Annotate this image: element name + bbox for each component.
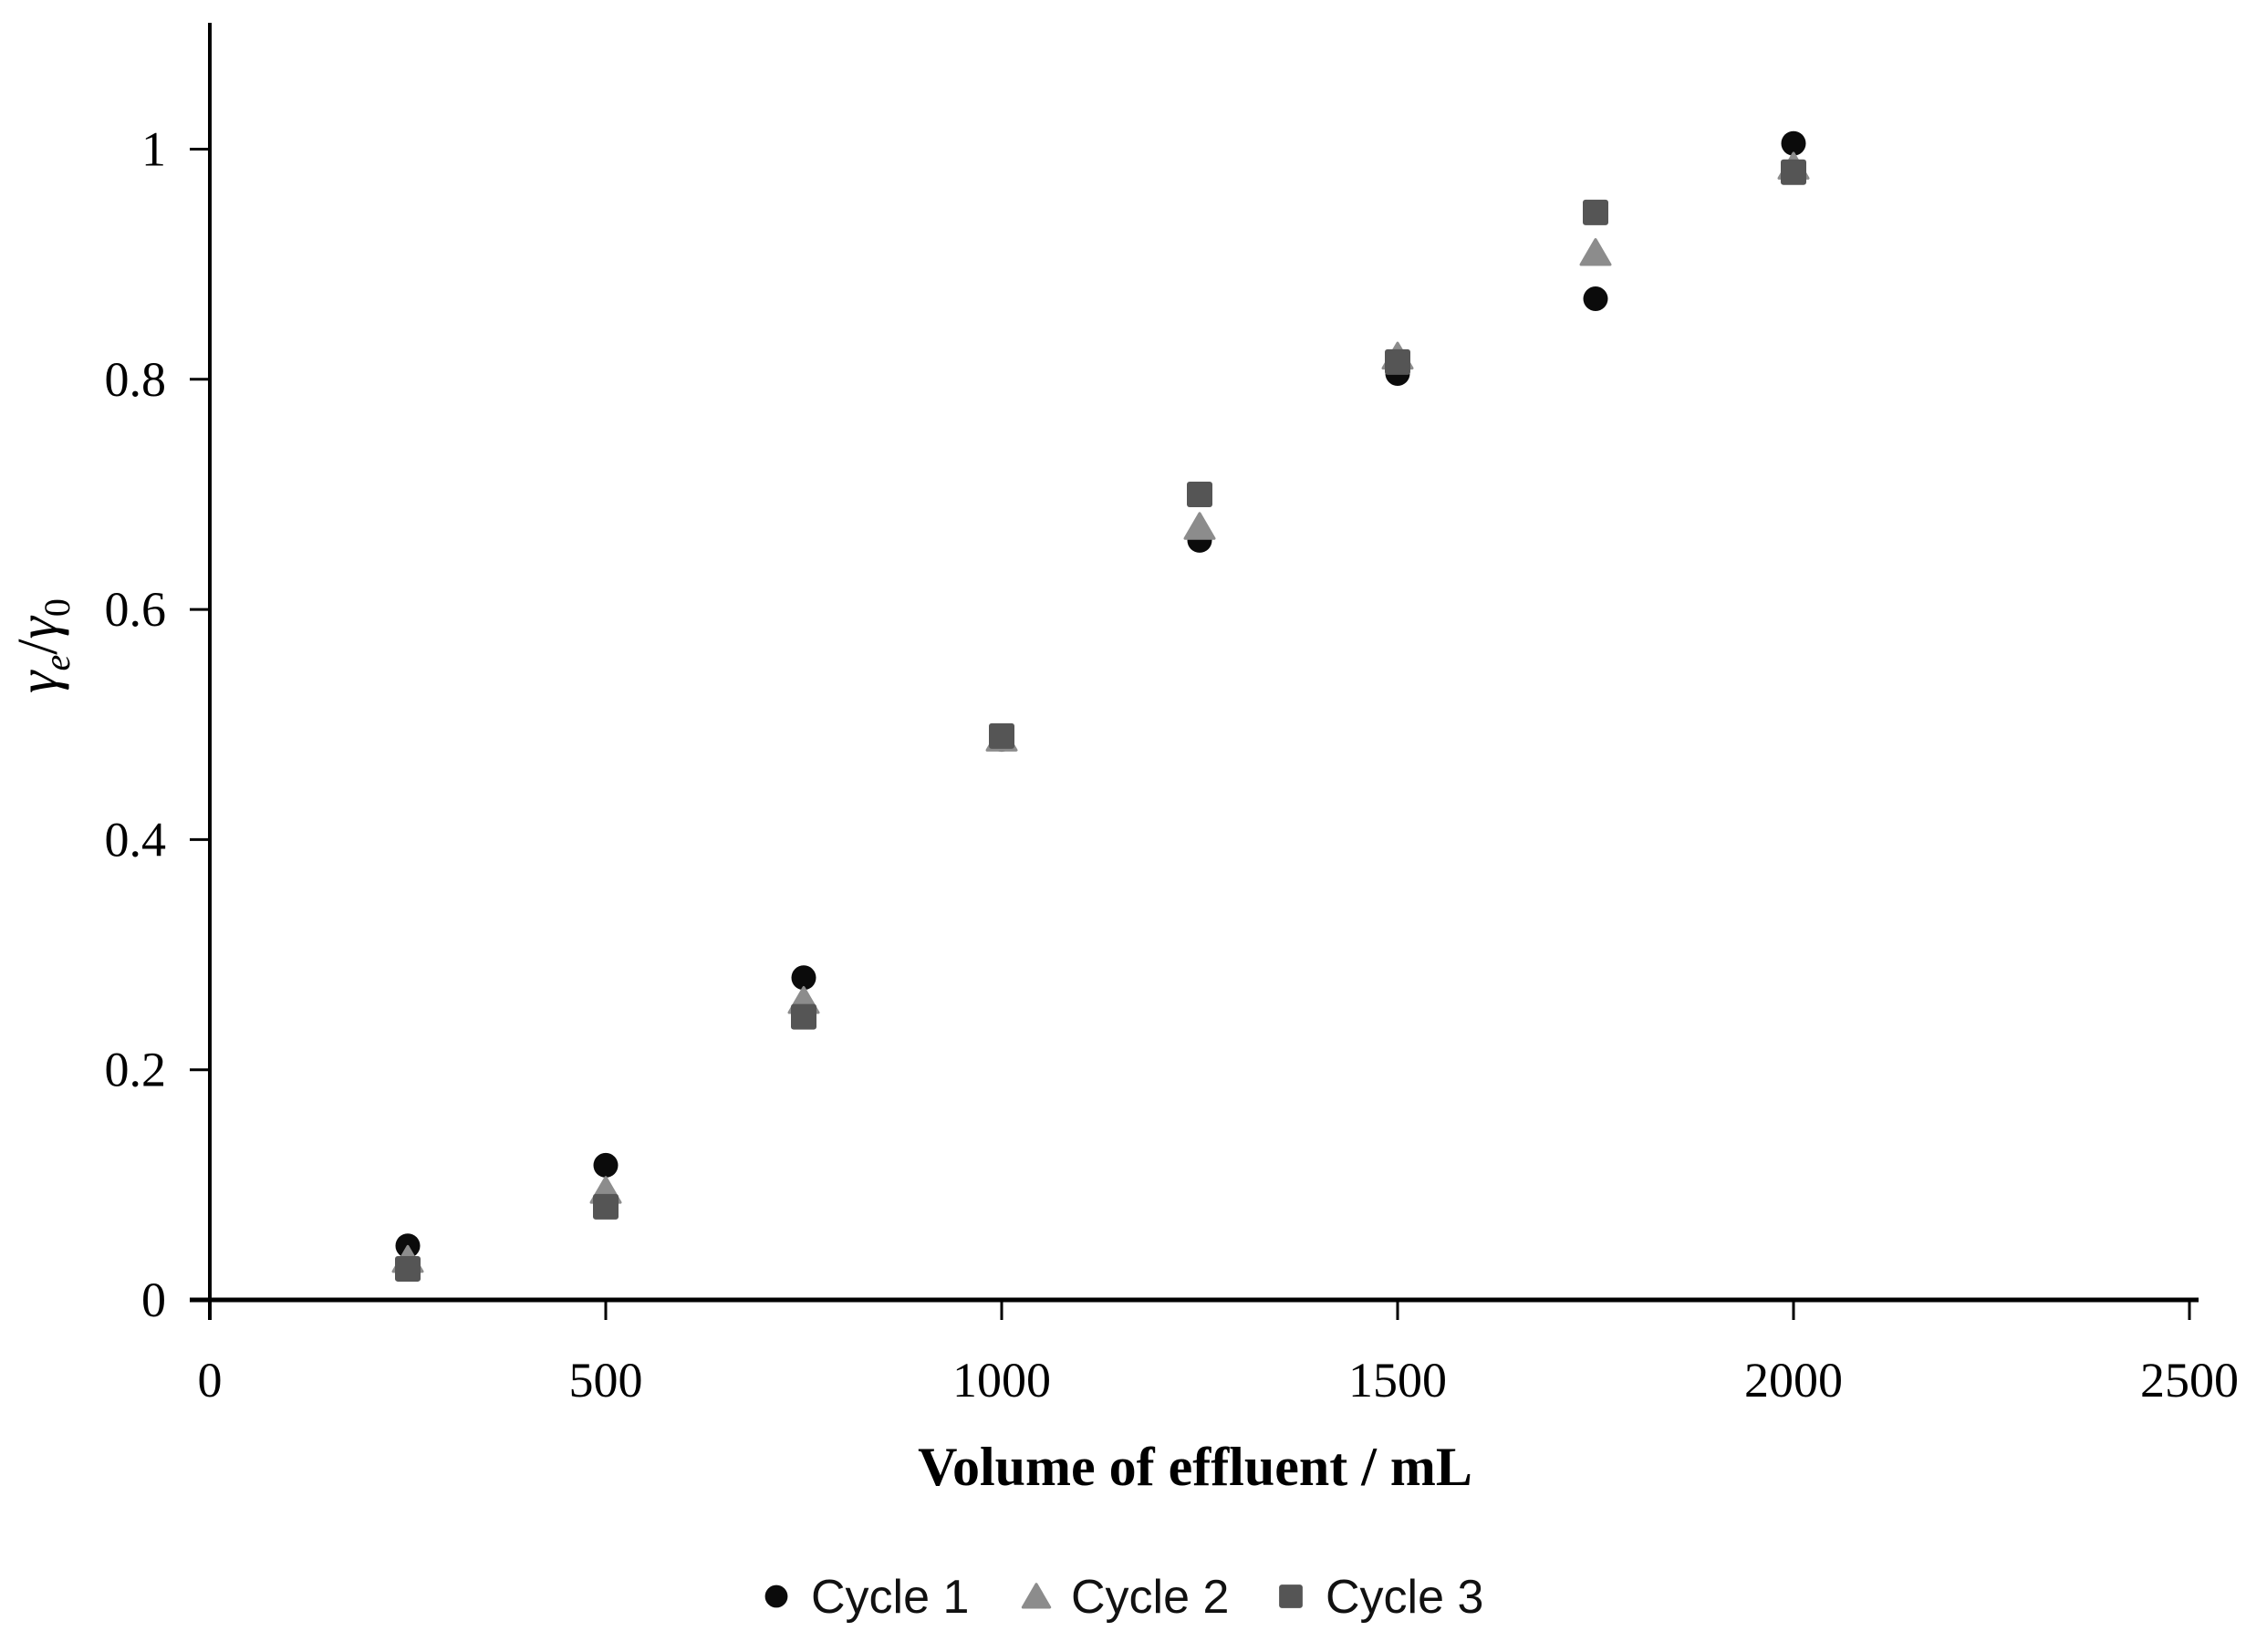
y-tick-label: 0.6 <box>105 582 167 637</box>
data-point-cycle-1 <box>1781 130 1806 156</box>
x-tick-label: 1500 <box>1348 1353 1447 1408</box>
data-point-cycle-1 <box>791 965 816 991</box>
data-point-cycle-3 <box>1583 199 1608 225</box>
legend-label: Cycle 2 <box>1071 1571 1229 1624</box>
y-axis-title: γe/γ0 <box>7 598 78 693</box>
legend-label: Cycle 1 <box>811 1571 969 1624</box>
x-tick-label: 1000 <box>952 1353 1051 1408</box>
x-tick-label: 0 <box>198 1353 223 1408</box>
x-tick-label: 2000 <box>1744 1353 1843 1408</box>
y-tick-label: 1 <box>141 122 166 177</box>
x-axis-title: Volume of effluent / mL <box>918 1437 1472 1497</box>
y-axis-title-part: e <box>36 655 78 671</box>
data-point-cycle-3 <box>989 722 1014 749</box>
y-tick-label: 0.2 <box>105 1043 167 1097</box>
data-point-cycle-3 <box>1187 481 1212 507</box>
y-tick-label: 0 <box>141 1273 166 1327</box>
data-point-cycle-3 <box>1781 159 1806 185</box>
x-tick-label: 500 <box>569 1353 643 1408</box>
y-axis-title-part: / <box>7 639 69 655</box>
y-tick-label: 0.8 <box>105 352 167 407</box>
data-point-cycle-3 <box>593 1193 619 1220</box>
y-axis-title-part: γ <box>7 616 69 639</box>
legend-marker-triangle <box>1021 1583 1052 1609</box>
data-point-cycle-3 <box>1385 348 1410 375</box>
legend-label: Cycle 3 <box>1326 1571 1483 1624</box>
data-point-cycle-3 <box>791 1003 816 1030</box>
y-axis-title-part: 0 <box>36 598 78 617</box>
data-point-cycle-3 <box>395 1255 421 1282</box>
legend-marker-square <box>1279 1584 1303 1608</box>
y-axis-title-part: γ <box>7 670 69 693</box>
data-point-cycle-2 <box>1579 238 1612 266</box>
data-point-cycle-2 <box>1183 512 1216 540</box>
x-tick-label: 2500 <box>2140 1353 2239 1408</box>
data-point-cycle-1 <box>1583 286 1608 311</box>
data-point-cycle-1 <box>593 1152 619 1178</box>
y-tick-label: 0.4 <box>105 812 167 867</box>
legend-marker-circle <box>764 1584 788 1608</box>
